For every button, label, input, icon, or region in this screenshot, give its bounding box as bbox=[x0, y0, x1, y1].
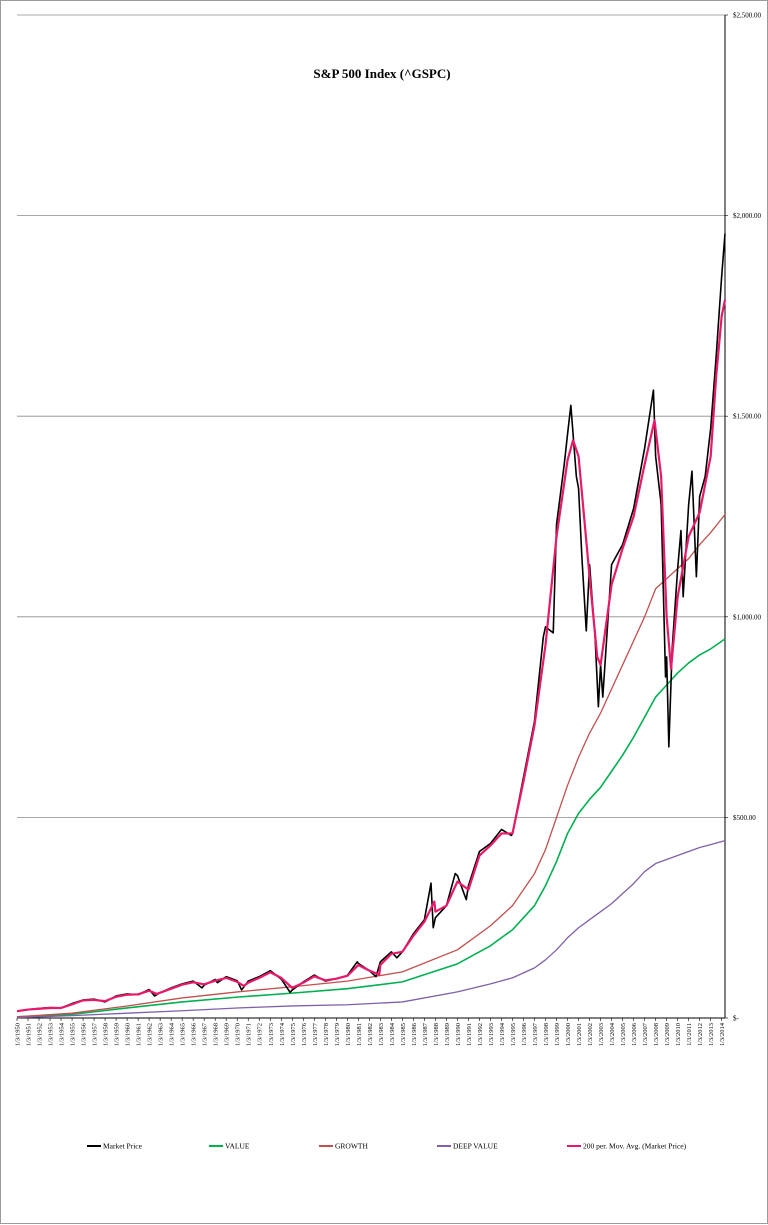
legend-label-2: GROWTH bbox=[335, 1142, 368, 1151]
x-tick-label-57: 1/3/2007 bbox=[642, 1022, 649, 1046]
series-line-0 bbox=[16, 233, 726, 1012]
x-tick-label-61: 1/3/2011 bbox=[686, 1023, 693, 1046]
legend-label-1: VALUE bbox=[225, 1142, 250, 1151]
x-tick-label-39: 1/3/1989 bbox=[444, 1023, 451, 1046]
legend-label-4: 200 per. Mov. Avg. (Market Price) bbox=[583, 1142, 687, 1151]
x-tick-label-54: 1/3/2004 bbox=[609, 1022, 616, 1046]
x-tick-label-3: 1/3/1953 bbox=[48, 1023, 55, 1046]
x-tick-label-8: 1/3/1958 bbox=[103, 1023, 110, 1046]
x-tick-label-58: 1/3/2008 bbox=[653, 1023, 660, 1046]
x-tick-label-59: 1/3/2009 bbox=[664, 1023, 671, 1046]
x-tick-label-63: 1/3/2013 bbox=[708, 1023, 715, 1046]
x-tick-label-20: 1/3/1970 bbox=[235, 1023, 242, 1046]
legend-label-3: DEEP VALUE bbox=[453, 1142, 498, 1151]
x-tick-label-64: 1/3/2014 bbox=[719, 1022, 726, 1046]
series-line-4 bbox=[16, 299, 727, 1013]
x-tick-label-23: 1/3/1973 bbox=[268, 1023, 275, 1046]
series-line-1 bbox=[16, 638, 726, 1018]
x-tick-label-50: 1/3/2000 bbox=[565, 1023, 572, 1046]
x-tick-label-44: 1/3/1994 bbox=[499, 1022, 506, 1046]
x-tick-label-7: 1/3/1957 bbox=[92, 1022, 99, 1046]
x-tick-label-53: 1/3/2003 bbox=[598, 1023, 605, 1046]
x-tick-label-2: 1/3/1952 bbox=[37, 1023, 44, 1046]
x-tick-label-0: 1/3/1950 bbox=[15, 1023, 22, 1046]
x-tick-label-33: 1/3/1983 bbox=[378, 1023, 385, 1046]
y-tick-label-4: $2,000.00 bbox=[733, 212, 762, 220]
x-tick-label-47: 1/3/1997 bbox=[532, 1022, 539, 1046]
x-tick-label-32: 1/3/1982 bbox=[367, 1023, 374, 1046]
x-tick-label-10: 1/3/1960 bbox=[125, 1023, 132, 1046]
x-tick-label-26: 1/3/1976 bbox=[301, 1022, 308, 1046]
x-tick-label-6: 1/3/1956 bbox=[81, 1022, 88, 1046]
x-tick-label-46: 1/3/1996 bbox=[521, 1022, 528, 1046]
x-tick-label-40: 1/3/1990 bbox=[455, 1023, 462, 1046]
x-tick-label-43: 1/3/1993 bbox=[488, 1023, 495, 1046]
x-tick-label-12: 1/3/1962 bbox=[147, 1023, 154, 1046]
x-tick-label-62: 1/3/2012 bbox=[697, 1023, 704, 1046]
y-tick-label-3: $1,500.00 bbox=[733, 413, 762, 421]
x-tick-label-56: 1/3/2006 bbox=[631, 1022, 638, 1046]
x-tick-label-24: 1/3/1974 bbox=[279, 1022, 286, 1046]
x-tick-label-51: 1/3/2001 bbox=[576, 1023, 583, 1046]
chart-title: S&P 500 Index (^GSPC) bbox=[313, 66, 450, 81]
x-tick-label-4: 1/3/1954 bbox=[59, 1022, 66, 1046]
x-tick-label-15: 1/3/1965 bbox=[180, 1023, 187, 1046]
series-line-2 bbox=[16, 514, 726, 1018]
y-tick-label-1: $500.00 bbox=[733, 814, 756, 822]
x-tick-label-48: 1/3/1998 bbox=[543, 1023, 550, 1046]
x-tick-label-60: 1/3/2010 bbox=[675, 1023, 682, 1046]
x-tick-label-9: 1/3/1959 bbox=[114, 1023, 121, 1046]
x-tick-label-31: 1/3/1981 bbox=[356, 1023, 363, 1046]
x-tick-label-17: 1/3/1967 bbox=[202, 1022, 209, 1046]
x-tick-label-30: 1/3/1980 bbox=[345, 1023, 352, 1046]
x-tick-label-21: 1/3/1971 bbox=[246, 1023, 253, 1046]
y-tick-label-2: $1,000.00 bbox=[733, 613, 762, 621]
x-axis-tick-labels: 1/3/1950 1/3/1951 1/3/1952 1/3/1953 1/3/1954… bbox=[15, 1018, 726, 1046]
x-tick-label-14: 1/3/1964 bbox=[169, 1022, 176, 1046]
series-line-3 bbox=[16, 840, 726, 1019]
y-axis-tick-labels: $- $500.00 $1,000.00 $1,500.00 $2,000.00 $2,5… bbox=[725, 12, 762, 1023]
gridlines bbox=[17, 14, 725, 818]
y-tick-label-5: $2,500.00 bbox=[733, 12, 762, 20]
x-tick-label-27: 1/3/1977 bbox=[312, 1022, 319, 1046]
axes bbox=[17, 15, 726, 1019]
x-tick-label-16: 1/3/1966 bbox=[191, 1022, 198, 1046]
x-tick-label-5: 1/3/1955 bbox=[70, 1023, 77, 1046]
x-tick-label-41: 1/3/1991 bbox=[466, 1023, 473, 1046]
x-tick-label-25: 1/3/1975 bbox=[290, 1023, 297, 1046]
y-tick-label-0: $- bbox=[733, 1015, 740, 1023]
x-tick-label-29: 1/3/1979 bbox=[334, 1023, 341, 1046]
x-tick-label-52: 1/3/2002 bbox=[587, 1023, 594, 1046]
x-tick-label-28: 1/3/1978 bbox=[323, 1023, 330, 1046]
x-tick-label-49: 1/3/1999 bbox=[554, 1023, 561, 1046]
x-tick-label-35: 1/3/1985 bbox=[400, 1023, 407, 1046]
legend: Market Price VALUE GROWTH DEEP VALUE 200 per… bbox=[87, 1142, 687, 1151]
x-tick-label-55: 1/3/2005 bbox=[620, 1023, 627, 1046]
x-tick-label-18: 1/3/1968 bbox=[213, 1023, 220, 1046]
x-tick-label-13: 1/3/1963 bbox=[158, 1023, 165, 1046]
series-lines bbox=[16, 233, 727, 1019]
x-tick-label-22: 1/3/1972 bbox=[257, 1023, 264, 1046]
legend-label-0: Market Price bbox=[103, 1142, 143, 1151]
x-tick-label-1: 1/3/1951 bbox=[26, 1023, 33, 1046]
x-tick-label-37: 1/3/1987 bbox=[422, 1022, 429, 1046]
x-tick-label-36: 1/3/1986 bbox=[411, 1022, 418, 1046]
x-tick-label-45: 1/3/1995 bbox=[510, 1023, 517, 1046]
x-tick-label-34: 1/3/1984 bbox=[389, 1022, 396, 1046]
x-tick-label-19: 1/3/1969 bbox=[224, 1023, 231, 1046]
x-tick-label-11: 1/3/1961 bbox=[136, 1023, 143, 1046]
x-tick-label-38: 1/3/1988 bbox=[433, 1023, 440, 1046]
x-tick-label-42: 1/3/1992 bbox=[477, 1023, 484, 1046]
